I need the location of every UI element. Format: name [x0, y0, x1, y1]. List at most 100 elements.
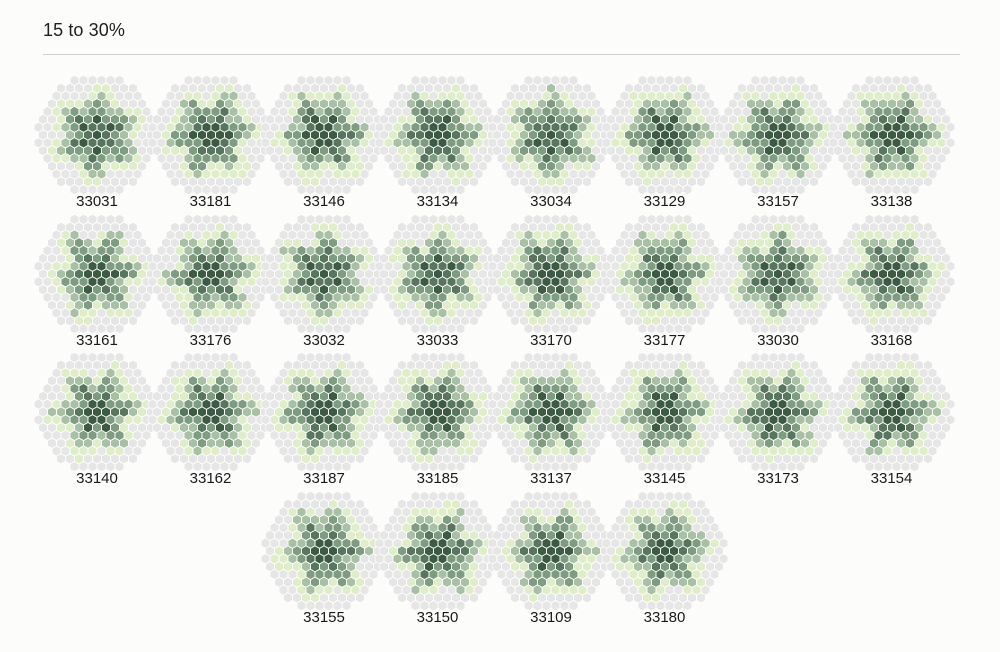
- hex-cell: [346, 283, 356, 295]
- hex-cell: [900, 168, 910, 180]
- hex-cell: [936, 153, 946, 164]
- hexbin-item[interactable]: 33185: [374, 352, 501, 492]
- hex-cell: [877, 453, 888, 465]
- hex-cell: [482, 521, 492, 533]
- hex-cell: [673, 430, 683, 441]
- hexbin-item[interactable]: 33138: [828, 75, 955, 215]
- hexbin-item[interactable]: 33033: [374, 213, 501, 354]
- hex-cell: [468, 145, 479, 156]
- hexbin-item[interactable]: 33181: [147, 75, 274, 215]
- hex-cell: [873, 352, 883, 363]
- hexbin-item[interactable]: 33150: [374, 490, 501, 631]
- hex-cell: [650, 82, 661, 94]
- hexbin-item[interactable]: 33170: [487, 213, 615, 354]
- hex-cell: [74, 145, 84, 156]
- hex-cell: [47, 160, 57, 172]
- hexbin-label: 33146: [303, 193, 345, 210]
- hex-cell: [850, 283, 861, 295]
- hex-cell: [550, 213, 561, 225]
- hex-cell: [732, 168, 743, 180]
- hex-cell: [882, 213, 892, 225]
- hex-cell: [160, 437, 171, 449]
- hex-cell: [296, 106, 307, 117]
- hex-cell: [746, 82, 756, 94]
- hex-cell: [160, 299, 171, 311]
- hex-cell: [528, 453, 538, 465]
- hex-cell: [423, 129, 434, 141]
- hex-cell: [791, 453, 801, 465]
- hexbin-item[interactable]: 33145: [601, 352, 728, 492]
- hex-cell: [392, 568, 402, 580]
- hex-cell: [913, 145, 924, 156]
- hexbin-item[interactable]: 33162: [147, 352, 274, 492]
- hex-cell: [909, 90, 919, 102]
- hexbin-item[interactable]: 33180: [601, 490, 728, 631]
- hex-cell: [392, 244, 402, 256]
- hex-cell: [114, 461, 125, 472]
- hex-cell: [922, 221, 933, 233]
- hex-cell: [532, 398, 543, 410]
- hexbin-item[interactable]: 33155: [260, 490, 388, 631]
- hex-cell: [677, 359, 688, 371]
- hex-cell: [650, 560, 661, 572]
- hexbin-item[interactable]: 33157: [714, 75, 842, 215]
- hex-cell: [459, 176, 470, 188]
- hex-cell: [795, 398, 806, 410]
- hex-cell: [337, 299, 347, 311]
- hex-cell: [759, 291, 770, 303]
- hex-cell: [110, 437, 120, 449]
- hexbin-item[interactable]: 33031: [33, 75, 161, 215]
- hex-cell: [38, 145, 48, 156]
- hex-cell: [895, 406, 906, 418]
- hex-cell: [228, 90, 238, 102]
- hexbin-item[interactable]: 33177: [601, 213, 728, 354]
- hex-cell: [496, 568, 507, 580]
- hexbin-item[interactable]: 33137: [487, 352, 615, 492]
- hex-cell: [886, 314, 897, 326]
- hex-cell: [114, 275, 125, 287]
- hexbin-item[interactable]: 33146: [260, 75, 388, 215]
- hex-cell: [65, 391, 75, 402]
- hexbin-item[interactable]: 33140: [33, 352, 161, 492]
- hexbin-item[interactable]: 33034: [487, 75, 615, 215]
- hexbin-item[interactable]: 33187: [260, 352, 388, 492]
- hexbin-item[interactable]: 33154: [828, 352, 955, 492]
- hexbin-item[interactable]: 33161: [33, 213, 161, 354]
- hex-cell: [65, 129, 75, 141]
- hexbin-item[interactable]: 33032: [260, 213, 388, 354]
- hex-cell: [473, 552, 483, 564]
- hex-cell: [187, 375, 198, 387]
- hex-cell: [323, 106, 334, 117]
- hex-cell: [123, 229, 134, 240]
- hexbin-item[interactable]: 33134: [374, 75, 501, 215]
- hex-cell: [423, 529, 434, 541]
- hex-cell: [909, 430, 919, 441]
- hexbin-label: 33187: [303, 470, 345, 487]
- hex-cell: [328, 114, 338, 125]
- hex-cell: [664, 260, 674, 272]
- hex-cell: [610, 260, 620, 272]
- hex-cell: [359, 367, 370, 379]
- hexbin-item[interactable]: 33030: [714, 213, 842, 354]
- hex-cell: [655, 445, 665, 457]
- hex-cell: [419, 184, 429, 195]
- hexbin-item[interactable]: 33109: [487, 490, 615, 631]
- hexbin-item[interactable]: 33168: [828, 213, 955, 354]
- hex-cell: [891, 445, 901, 457]
- hex-cell: [228, 106, 238, 117]
- hex-cell: [650, 545, 661, 556]
- hex-cell: [428, 184, 438, 195]
- hex-cell: [119, 268, 129, 279]
- hex-cell: [260, 398, 271, 410]
- hex-cell: [768, 168, 779, 180]
- hex-cell: [773, 114, 783, 125]
- hex-cell: [228, 461, 238, 472]
- hex-cell: [582, 299, 592, 311]
- hex-cell: [410, 121, 420, 133]
- hexbin-item[interactable]: 33173: [714, 352, 842, 492]
- hex-cell: [791, 391, 801, 402]
- hex-cell: [337, 314, 347, 326]
- hex-cell: [546, 114, 556, 125]
- hexbin-item[interactable]: 33129: [601, 75, 728, 215]
- hexbin-item[interactable]: 33176: [147, 213, 274, 354]
